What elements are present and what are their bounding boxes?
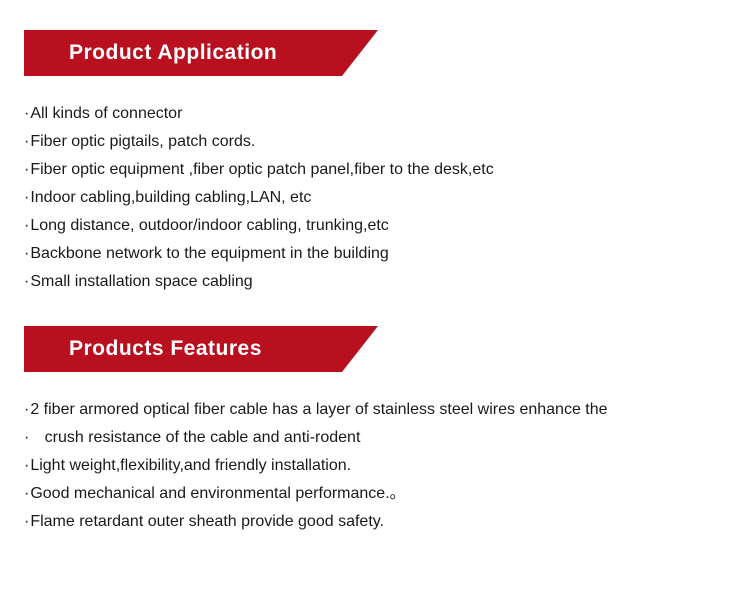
section-features: Products Features 2 fiber armored optica…: [0, 326, 750, 536]
list-item: Backbone network to the equipment in the…: [24, 240, 726, 268]
application-list: All kinds of connector Fiber optic pigta…: [24, 100, 726, 296]
section-header-application: Product Application: [24, 30, 342, 76]
section-application: Product Application All kinds of connect…: [0, 30, 750, 296]
features-list: 2 fiber armored optical fiber cable has …: [24, 396, 726, 536]
list-item: 2 fiber armored optical fiber cable has …: [24, 396, 726, 424]
section-header-features: Products Features: [24, 326, 342, 372]
list-item: Small installation space cabling: [24, 268, 726, 296]
list-item: Long distance, outdoor/indoor cabling, t…: [24, 212, 726, 240]
list-item: Light weight,flexibility,and friendly in…: [24, 452, 726, 480]
list-item: Good mechanical and environmental perfor…: [24, 480, 726, 508]
list-item: All kinds of connector: [24, 100, 726, 128]
list-item: Indoor cabling,building cabling,LAN, etc: [24, 184, 726, 212]
list-item: ·crush resistance of the cable and anti-…: [24, 424, 726, 452]
list-item: Flame retardant outer sheath provide goo…: [24, 508, 726, 536]
list-item: Fiber optic equipment ,fiber optic patch…: [24, 156, 726, 184]
list-item: Fiber optic pigtails, patch cords.: [24, 128, 726, 156]
